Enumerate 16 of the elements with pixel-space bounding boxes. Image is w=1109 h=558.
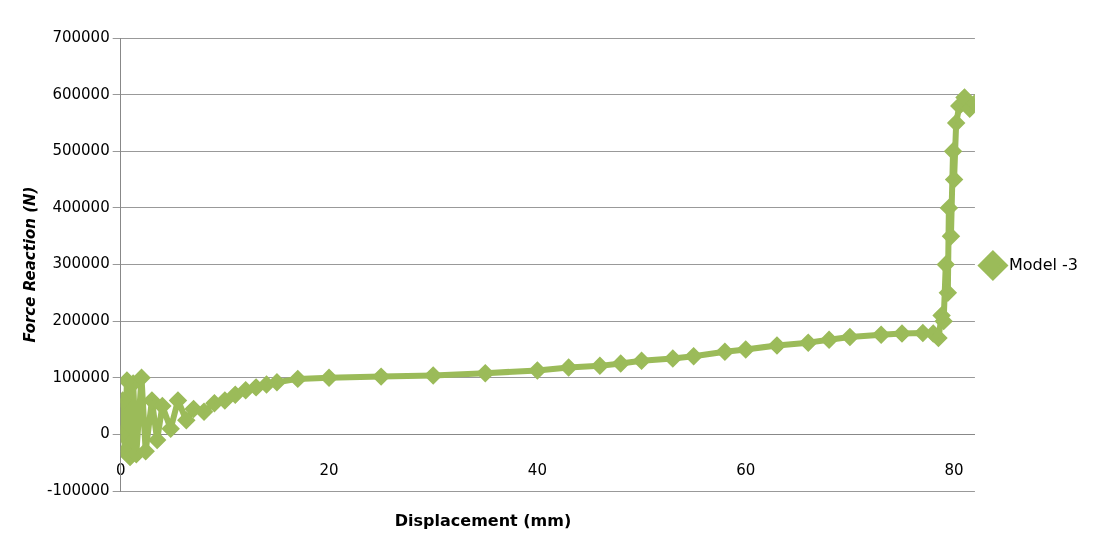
y-tick-label: 300000	[52, 254, 110, 273]
legend-label: Model -3	[1008, 254, 1078, 274]
x-tick-label: 60	[736, 461, 756, 480]
x-tick-label: 80	[944, 461, 964, 480]
y-tick-label: 0	[100, 424, 110, 443]
y-tick-label: 400000	[52, 197, 110, 216]
y-tick-label: 600000	[52, 84, 110, 103]
y-tick-label: -100000	[46, 480, 110, 499]
y-tick-label: 500000	[52, 141, 110, 160]
y-tick-label: 700000	[52, 27, 110, 46]
x-tick-label: 20	[319, 461, 339, 480]
x-axis-title: Displacement (mm)	[393, 511, 573, 530]
y-tick-label: 100000	[52, 367, 110, 386]
x-tick-label: 40	[527, 461, 547, 480]
y-tick-label: 200000	[52, 311, 110, 330]
y-axis-title: Force Reaction (N)	[20, 186, 39, 343]
